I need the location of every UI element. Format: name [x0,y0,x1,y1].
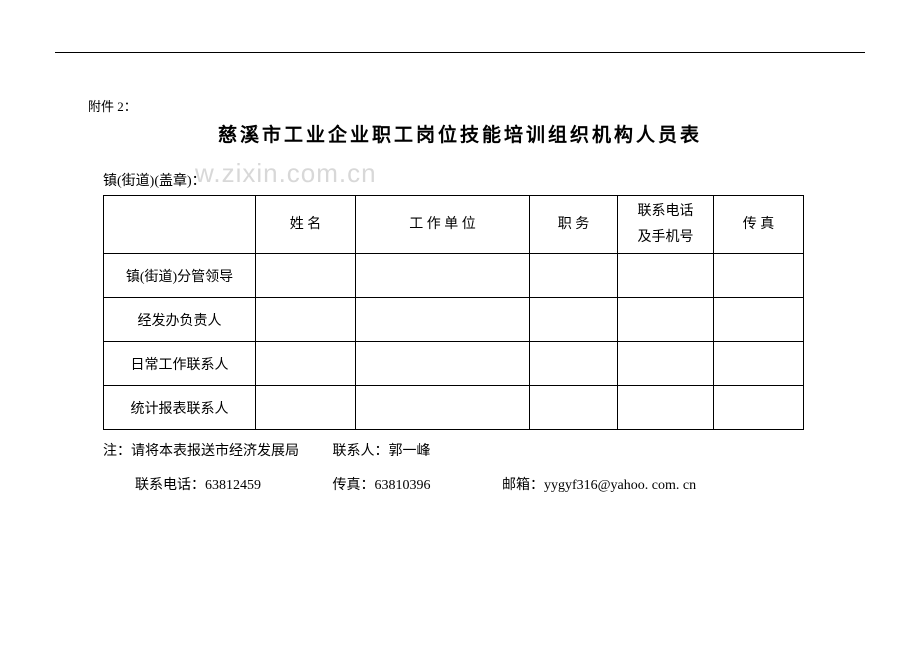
cell-phone [618,254,714,298]
cell-position [530,254,618,298]
header-position: 职 务 [530,196,618,254]
cell-position [530,386,618,430]
cell-phone [618,342,714,386]
footer-line-1: 注：请将本表报送市经济发展局 联系人：郭一峰 [103,440,696,460]
header-phone-line1: 联系电话 [638,204,694,219]
cell-name [256,342,356,386]
footer-line-2: 联系电话：63812459 传真：63810396 邮箱：yygyf316@ya… [103,474,696,494]
table-header-row: 姓 名 工 作 单 位 职 务 联系电话 及手机号 传 真 [104,196,804,254]
header-phone: 联系电话 及手机号 [618,196,714,254]
cell-name [256,254,356,298]
table-row: 日常工作联系人 [104,342,804,386]
row-label: 统计报表联系人 [104,386,256,430]
personnel-table: 姓 名 工 作 单 位 职 务 联系电话 及手机号 传 真 镇(街道)分管领导 … [103,195,804,430]
cell-fax [714,342,804,386]
header-phone-line2: 及手机号 [638,230,694,245]
footer-email: 邮箱：yygyf316@yahoo. com. cn [502,478,696,493]
cell-fax [714,386,804,430]
cell-unit [356,386,530,430]
cell-name [256,298,356,342]
cell-unit [356,298,530,342]
footer-fax: 传真：63810396 [333,478,431,493]
footer-phone: 联系电话：63812459 [135,478,261,493]
row-label: 镇(街道)分管领导 [104,254,256,298]
table-row: 经发办负责人 [104,298,804,342]
cell-phone [618,386,714,430]
cell-phone [618,298,714,342]
header-work-unit: 工 作 单 位 [356,196,530,254]
cell-unit [356,342,530,386]
cell-name [256,386,356,430]
cell-position [530,298,618,342]
table-row: 统计报表联系人 [104,386,804,430]
top-border-line [55,52,865,53]
header-blank [104,196,256,254]
cell-fax [714,254,804,298]
footer-contact-person: 联系人：郭一峰 [333,444,431,459]
cell-unit [356,254,530,298]
cell-position [530,342,618,386]
footer-note-submit: 注：请将本表报送市经济发展局 [103,444,299,459]
header-name: 姓 名 [256,196,356,254]
attachment-label: 附件 2： [88,96,137,115]
header-fax: 传 真 [714,196,804,254]
footer-notes: 注：请将本表报送市经济发展局 联系人：郭一峰 联系电话：63812459 传真：… [103,440,696,494]
watermark-text: w.zixin.com.cn [195,158,377,189]
table-row: 镇(街道)分管领导 [104,254,804,298]
page-title: 慈溪市工业企业职工岗位技能培训组织机构人员表 [0,120,920,147]
row-label: 经发办负责人 [104,298,256,342]
row-label: 日常工作联系人 [104,342,256,386]
cell-fax [714,298,804,342]
town-seal-label: 镇(街道)(盖章)： [103,170,206,190]
